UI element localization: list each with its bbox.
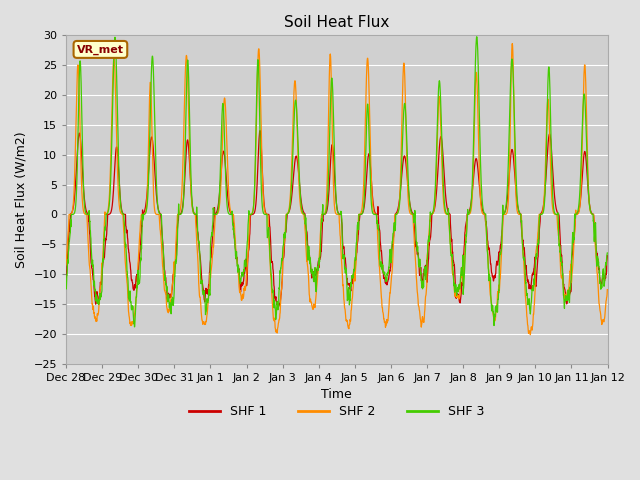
Y-axis label: Soil Heat Flux (W/m2): Soil Heat Flux (W/m2) <box>15 131 28 268</box>
X-axis label: Time: Time <box>321 388 352 401</box>
Legend: SHF 1, SHF 2, SHF 3: SHF 1, SHF 2, SHF 3 <box>184 400 490 423</box>
Title: Soil Heat Flux: Soil Heat Flux <box>284 15 390 30</box>
Text: VR_met: VR_met <box>77 44 124 55</box>
